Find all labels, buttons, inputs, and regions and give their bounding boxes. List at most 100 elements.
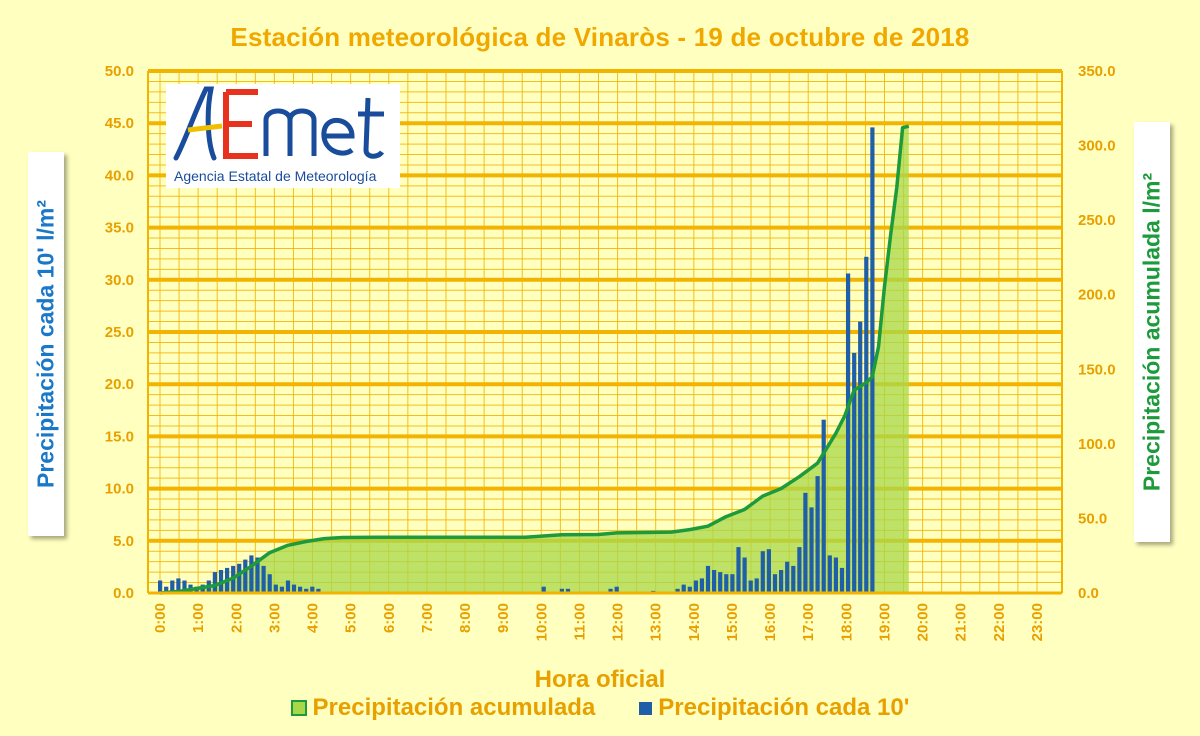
bar — [797, 547, 802, 593]
accumulated-area-fill — [160, 126, 909, 593]
y-right-tick-label: 250.0 — [1078, 212, 1116, 229]
bar — [760, 551, 765, 593]
legend-swatch-area — [290, 700, 307, 716]
x-tick-label: 10:00 — [533, 603, 550, 641]
x-axis-label: Hora oficial — [534, 666, 666, 693]
bar — [736, 547, 741, 593]
y-left-tick-label: 40.0 — [105, 167, 134, 184]
y-left-tick-label: 30.0 — [105, 272, 134, 289]
x-tick-label: 2:00 — [228, 603, 245, 633]
x-tick-label: 5:00 — [343, 603, 360, 633]
bar — [279, 586, 284, 593]
bar — [164, 586, 169, 593]
bar — [273, 584, 278, 593]
bar — [565, 588, 571, 593]
x-tick-label: 3:00 — [266, 603, 283, 633]
bar — [852, 352, 857, 593]
legend-label-accumulated: Precipitación acumulada — [312, 694, 596, 721]
y-left-tick-label: 5.0 — [113, 533, 134, 550]
x-tick-label: 8:00 — [457, 603, 474, 633]
x-tick-label: 16:00 — [762, 603, 779, 641]
y-left-tick-label: 35.0 — [105, 220, 134, 237]
y-left-tick-label: 10.0 — [105, 481, 134, 498]
y-left-tick-label: 15.0 — [105, 428, 134, 445]
bar — [212, 572, 217, 593]
bar — [182, 580, 187, 593]
bar — [833, 557, 838, 593]
aemet-logo-art — [173, 86, 385, 161]
x-tick-label: 12:00 — [610, 603, 627, 641]
chart-title: Estación meteorológica de Vinaròs - 19 d… — [230, 22, 970, 52]
y-left-tick-label: 20.0 — [105, 376, 134, 393]
bar — [839, 567, 845, 593]
y-axis-right-label-box: Precipitación acumulada l/m² — [1134, 122, 1170, 542]
accumulated-area — [160, 126, 909, 593]
bar — [243, 559, 248, 593]
bar — [261, 565, 266, 593]
bars-10min — [158, 127, 875, 594]
y-right-tick-label: 0.0 — [1078, 585, 1099, 602]
bar — [298, 586, 303, 593]
aemet-logo: Agencia Estatal de Meteorología — [166, 84, 400, 188]
bar — [291, 584, 297, 593]
bar — [791, 565, 796, 593]
x-tick-label: 14:00 — [686, 603, 703, 641]
axes — [147, 71, 1063, 595]
legend: Precipitación acumulada Precipitación ca… — [0, 694, 1200, 722]
y-axis-left-label-box: Precipitación cada 10' l/m² — [28, 152, 64, 536]
bar — [614, 586, 619, 593]
bar — [712, 570, 717, 593]
bar — [772, 574, 778, 593]
x-tick-label: 15:00 — [724, 603, 741, 641]
y-left-tick-label: 0.0 — [113, 585, 134, 602]
bar — [559, 588, 564, 593]
bar — [608, 588, 613, 593]
bar — [693, 580, 698, 593]
x-tick-label: 0:00 — [152, 603, 169, 633]
x-tick-label: 21:00 — [953, 603, 970, 641]
bar — [858, 321, 863, 593]
bar — [158, 580, 163, 593]
x-tick-label: 20:00 — [915, 603, 932, 641]
bar — [541, 586, 546, 593]
bar — [681, 584, 686, 593]
bar — [766, 549, 771, 593]
y-right-tick-label: 150.0 — [1078, 361, 1116, 378]
x-tick-label: 13:00 — [648, 603, 665, 641]
x-tick-label: 19:00 — [876, 603, 893, 641]
bar — [170, 580, 175, 593]
bar — [724, 574, 729, 593]
logo-org-name: Agencia Estatal de Meteorología — [174, 168, 377, 184]
bar — [779, 570, 784, 593]
bar — [310, 586, 315, 593]
bar — [675, 588, 680, 593]
y-axis-right-label: Precipitación acumulada l/m² — [1138, 172, 1165, 492]
bar — [699, 578, 704, 593]
y-left-tick-label: 45.0 — [105, 115, 134, 132]
legend-item-accumulated: Precipitación acumulada — [290, 694, 596, 722]
bar — [864, 256, 869, 593]
bar — [687, 586, 692, 593]
bar — [748, 580, 753, 593]
x-tick-label: 9:00 — [495, 603, 512, 633]
bar — [827, 555, 832, 593]
x-tick-label: 17:00 — [800, 603, 817, 641]
bar — [821, 419, 826, 593]
bar — [742, 557, 747, 593]
legend-swatch-bar — [639, 701, 653, 715]
x-tick-label: 7:00 — [419, 603, 436, 633]
bar — [803, 492, 808, 593]
bar — [249, 555, 254, 593]
x-tick-label: 6:00 — [381, 603, 398, 633]
bar — [730, 574, 735, 593]
y-left-tick-label: 25.0 — [105, 324, 134, 341]
x-tick-label: 18:00 — [838, 603, 855, 641]
legend-label-bars: Precipitación cada 10' — [658, 694, 910, 721]
accumulated-line — [159, 124, 910, 595]
y-right-tick-label: 350.0 — [1078, 63, 1116, 80]
bar — [870, 127, 875, 594]
bar — [176, 578, 181, 593]
x-tick-label: 1:00 — [190, 603, 207, 633]
tick-labels: 0.0 5.0 10.0 15.0 20.0 25.0 30.0 35.0 40.0 45.0 50… — [105, 63, 1116, 641]
y-right-tick-label: 300.0 — [1078, 138, 1116, 155]
